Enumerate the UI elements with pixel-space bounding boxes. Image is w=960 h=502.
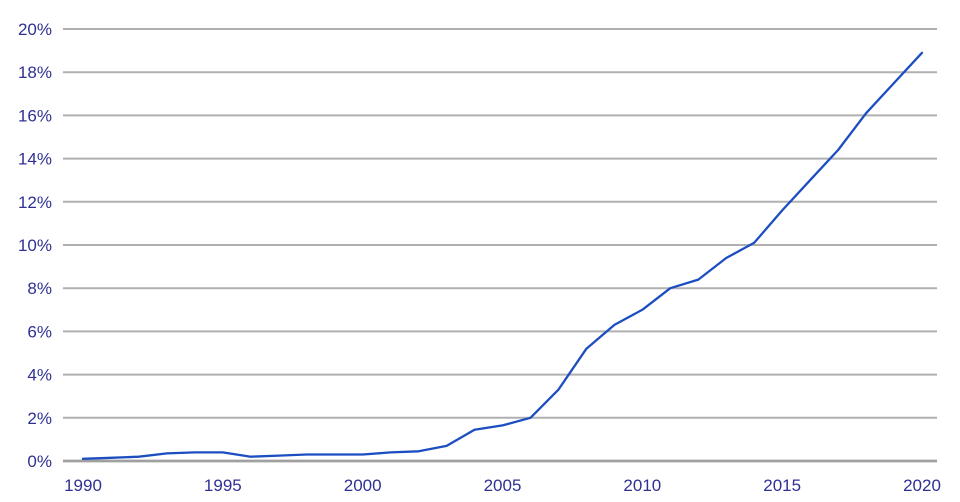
x-tick-label-2010: 2010 — [623, 476, 661, 495]
y-tick-label-14%: 14% — [18, 150, 52, 169]
y-tick-label-2%: 2% — [27, 409, 52, 428]
y-tick-label-16%: 16% — [18, 106, 52, 125]
x-axis-labels: 1990 1995 2000 2005 2010 2015 2020 — [64, 476, 941, 495]
gridlines — [63, 28, 937, 463]
x-tick-label-1990: 1990 — [64, 476, 102, 495]
x-tick-label-1995: 1995 — [204, 476, 242, 495]
x-tick-label-2020: 2020 — [903, 476, 941, 495]
y-axis-labels: 0% 2% 4% 6% 8% 10% 12% 14% 16% 18% 20% — [18, 20, 52, 471]
y-tick-label-6%: 6% — [27, 322, 52, 341]
y-tick-label-0%: 0% — [27, 452, 52, 471]
y-tick-label-18%: 18% — [18, 63, 52, 82]
y-tick-label-20%: 20% — [18, 20, 52, 39]
x-tick-label-2000: 2000 — [344, 476, 382, 495]
x-tick-label-2015: 2015 — [763, 476, 801, 495]
y-tick-label-4%: 4% — [27, 366, 52, 385]
x-tick-label-2005: 2005 — [484, 476, 522, 495]
y-tick-label-12%: 12% — [18, 193, 52, 212]
y-tick-label-8%: 8% — [27, 279, 52, 298]
y-tick-label-10%: 10% — [18, 236, 52, 255]
data-series-line — [81, 51, 924, 460]
